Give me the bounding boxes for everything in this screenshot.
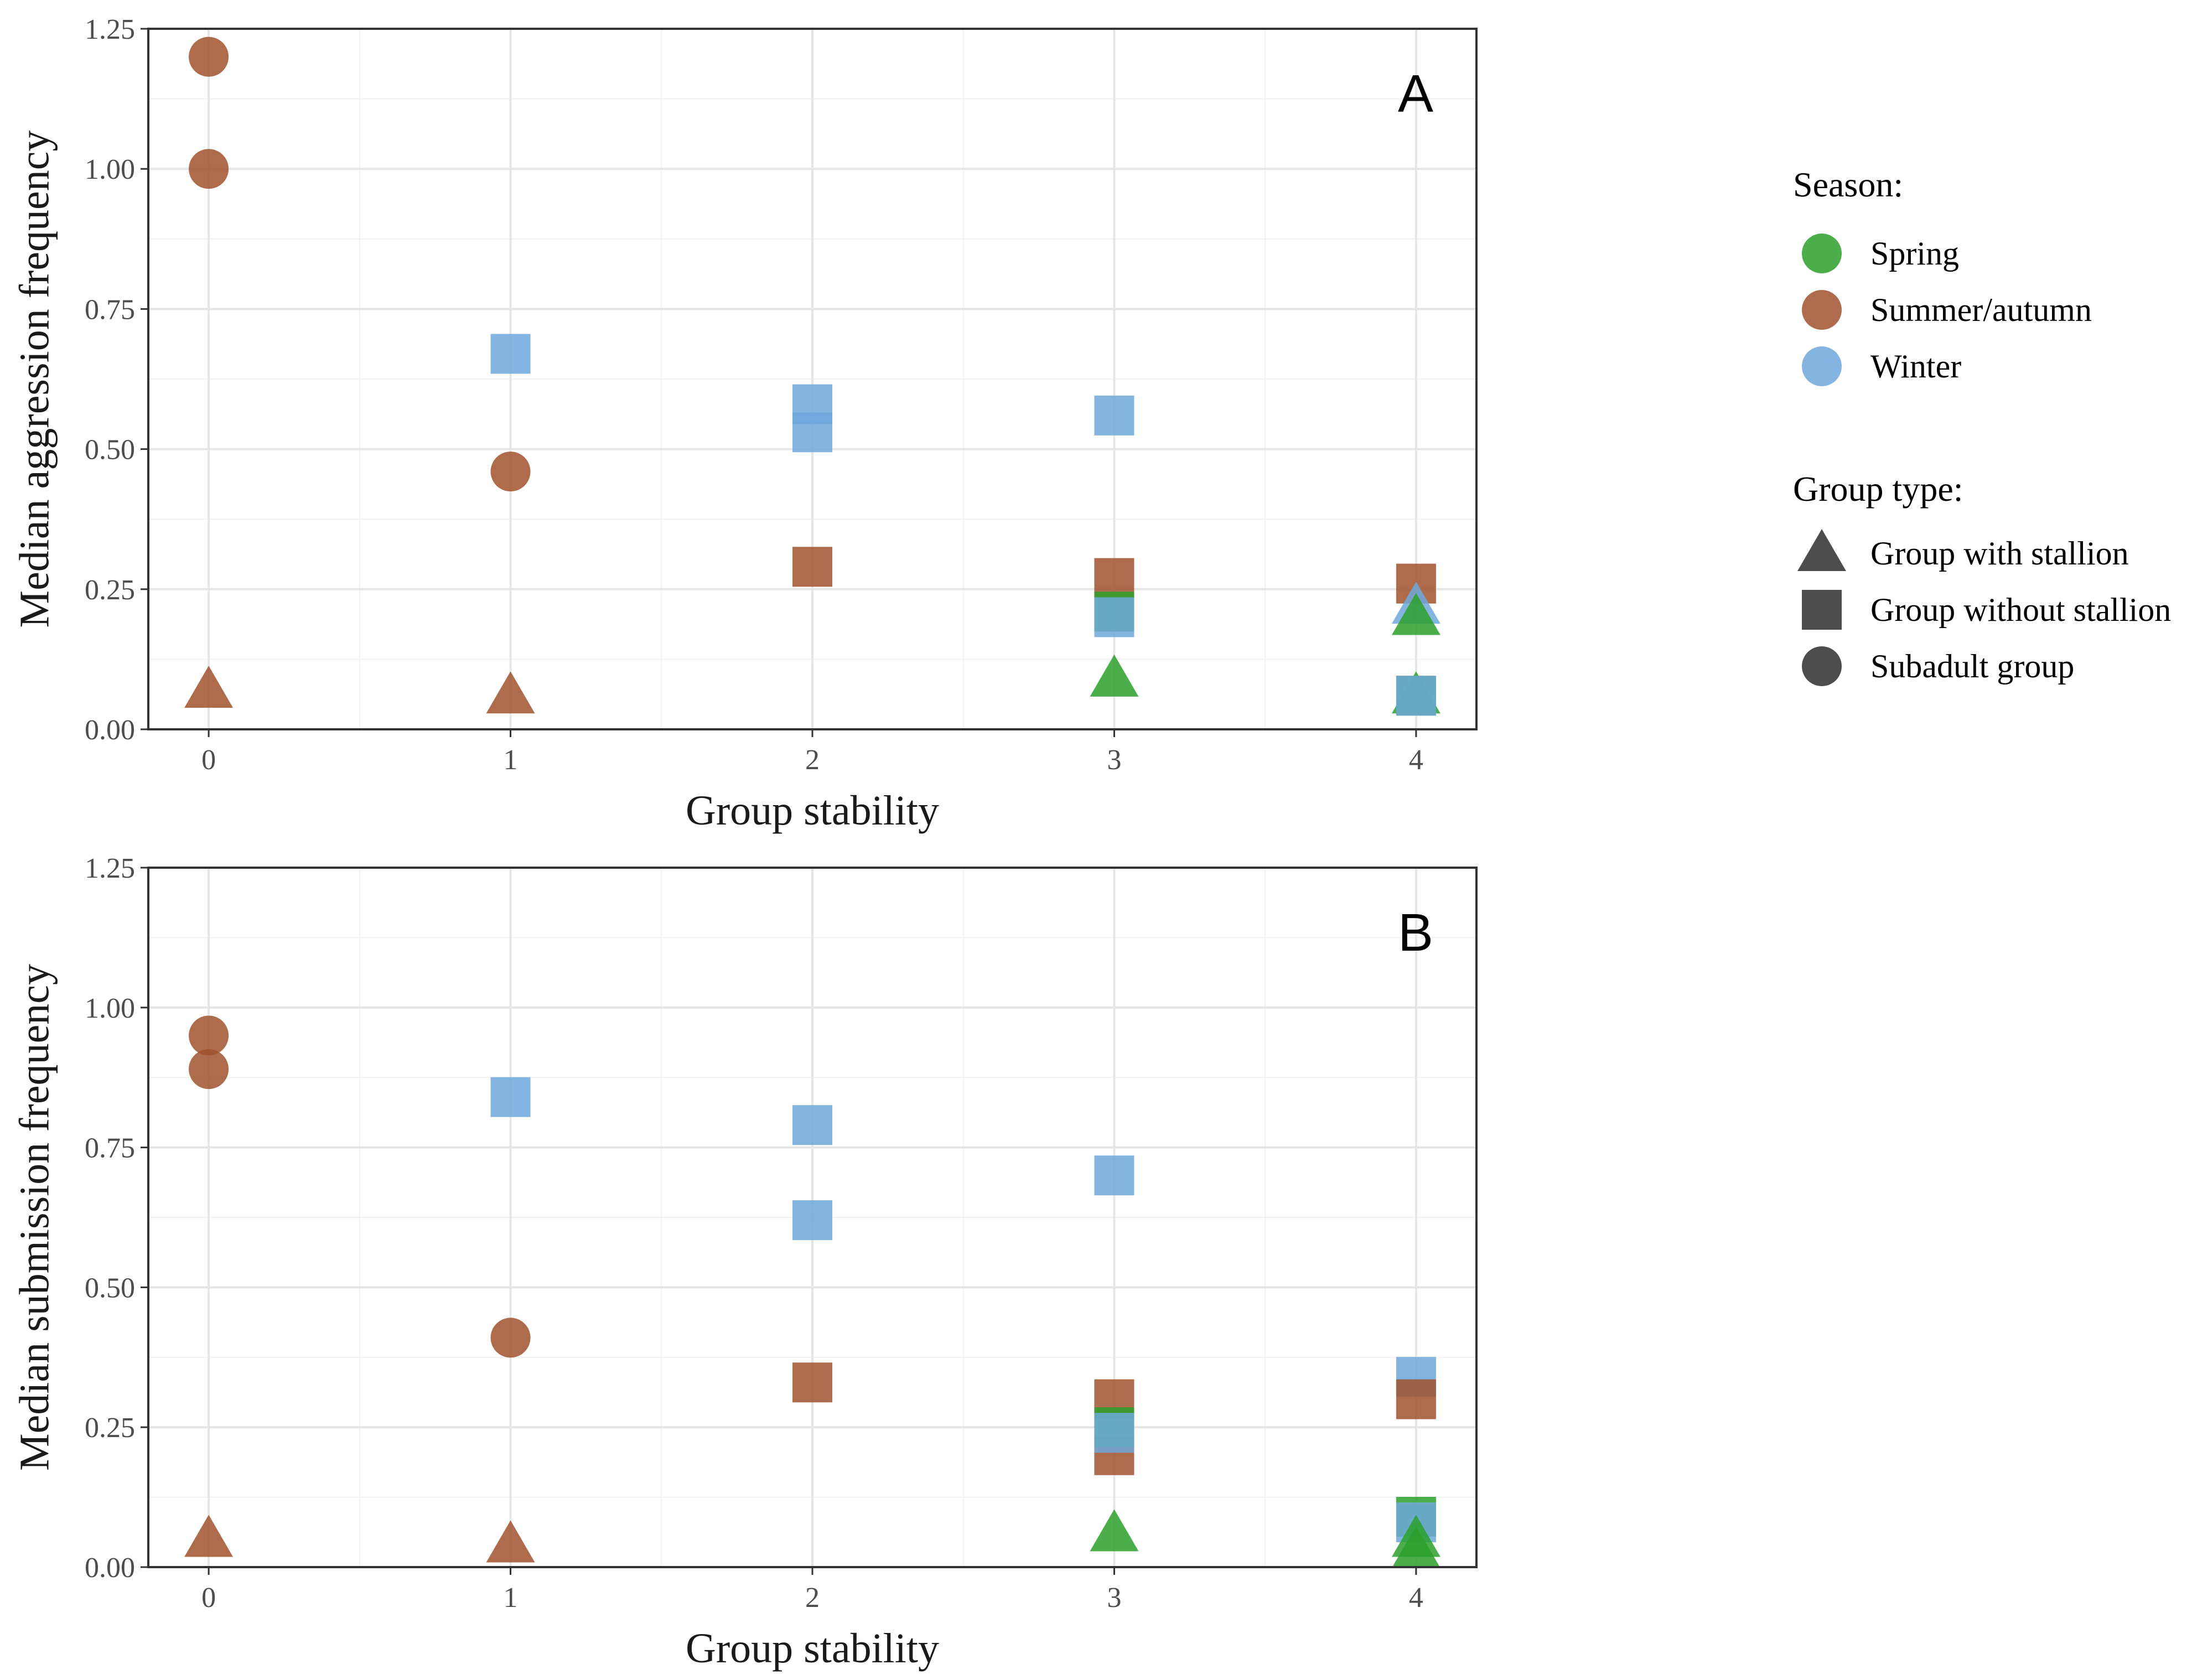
data-point-spring-triangle (1090, 1509, 1139, 1552)
data-point-summer-autumn-circle (490, 1318, 531, 1358)
season-key-spring-circle (1802, 234, 1842, 273)
y-tick-label: 1.00 (85, 993, 135, 1024)
data-point-summer-autumn-square (1094, 558, 1134, 598)
group-type-legend-item-group-with-stallion: Group with stallion (1797, 529, 2129, 572)
data-point-summer-autumn-triangle (184, 666, 234, 708)
data-point-summer-autumn-square (1396, 1379, 1436, 1419)
data-point-winter-square (490, 334, 531, 374)
season-key-summer-autumn-circle (1802, 290, 1842, 330)
x-tick-label: 3 (1107, 744, 1121, 776)
y-axis-title: Median submission frequency (11, 964, 58, 1471)
panel-border (147, 867, 1478, 1568)
group-type-legend-label: Group without stallion (1870, 592, 2171, 628)
panel-tag: A (1398, 64, 1433, 123)
x-tick-label: 2 (805, 744, 820, 776)
data-point-winter-square (1396, 676, 1436, 716)
data-points (184, 37, 1440, 716)
data-point-summer-autumn-circle (189, 1015, 229, 1056)
x-axis-title: Group stability (686, 787, 939, 834)
group-key-square-icon (1802, 590, 1842, 630)
data-point-summer-autumn-triangle (184, 1515, 234, 1557)
data-point-summer-autumn-triangle (486, 671, 535, 714)
y-tick-label: 1.00 (85, 154, 135, 185)
y-tick-label: 0.75 (85, 1133, 135, 1164)
legend: Season: Spring Summer/autumn Winter Group … (1793, 165, 2171, 686)
y-tick-label: 0.00 (85, 1552, 135, 1584)
data-point-summer-autumn-circle (490, 452, 531, 492)
data-point-summer-autumn-circle (189, 37, 229, 77)
x-tick-label: 2 (805, 1582, 820, 1614)
panel-tag: B (1398, 903, 1433, 962)
data-point-winter-square (1094, 597, 1134, 637)
group-type-legend-label: Group with stallion (1870, 535, 2129, 572)
season-legend-label: Spring (1870, 235, 1959, 272)
data-point-summer-autumn-square (792, 547, 832, 587)
y-tick-label: 0.25 (85, 574, 135, 606)
x-tick-label: 4 (1409, 744, 1423, 776)
group-type-legend-label: Subadult group (1870, 648, 2074, 685)
season-legend-item-spring: Spring (1802, 234, 1959, 273)
panels: 0 1 2 3 4 0.00 0.25 0.50 0.75 1.00 1.25 A Group stab… (11, 14, 1478, 1672)
y-tick-label: 1.25 (85, 14, 135, 45)
y-tick-label: 0.50 (85, 1272, 135, 1304)
data-point-winter-square (792, 1200, 832, 1241)
data-point-winter-square (792, 1105, 832, 1145)
x-tick-label: 0 (201, 744, 216, 776)
data-point-winter-square (792, 412, 832, 453)
data-point-winter-square (490, 1077, 531, 1117)
x-axis-title: Group stability (686, 1625, 939, 1672)
panel-b: 0 1 2 3 4 0.00 0.25 0.50 0.75 1.00 1.25 B Group stab… (11, 853, 1478, 1672)
y-tick-label: 1.25 (85, 853, 135, 884)
data-point-summer-autumn-circle (189, 149, 229, 189)
group-type-legend-item-subadult-group: Subadult group (1802, 646, 2074, 686)
panel-border (147, 28, 1478, 730)
x-tick-label: 4 (1409, 1582, 1423, 1614)
season-legend-label: Summer/autumn (1870, 292, 2092, 328)
group-type-legend-keys: Group with stallion Group without stallio… (1797, 529, 2171, 686)
data-point-summer-autumn-square (792, 1362, 832, 1403)
season-key-winter-circle (1802, 346, 1842, 386)
data-point-spring-triangle (1090, 654, 1139, 697)
data-point-winter-square (1094, 1155, 1134, 1196)
x-tick-label: 0 (201, 1582, 216, 1614)
group-key-triangle-icon (1797, 529, 1846, 571)
x-tick-label: 3 (1107, 1582, 1121, 1614)
x-tick-label: 1 (504, 744, 518, 776)
x-tick-label: 1 (504, 1582, 518, 1614)
season-legend-item-winter: Winter (1802, 346, 1961, 386)
group-type-legend-title: Group type: (1793, 469, 1963, 509)
data-point-summer-autumn-triangle (486, 1520, 535, 1563)
group-type-legend-item-group-without-stallion: Group without stallion (1802, 590, 2171, 630)
season-legend-item-summer-autumn: Summer/autumn (1802, 290, 2092, 330)
data-points (184, 1015, 1440, 1568)
data-point-spring-triangle (1391, 1526, 1440, 1568)
data-point-summer-autumn-circle (189, 1049, 229, 1090)
data-point-winter-square (1094, 1413, 1134, 1453)
data-point-spring-triangle (1391, 593, 1440, 635)
data-point-winter-square (1094, 395, 1134, 435)
y-axis-title: Median aggression frequency (11, 130, 58, 628)
season-legend-label: Winter (1870, 348, 1961, 385)
y-tick-label: 0.50 (85, 434, 135, 466)
y-tick-label: 0.25 (85, 1412, 135, 1444)
season-legend-title: Season: (1793, 165, 1903, 204)
season-legend-keys: Spring Summer/autumn Winter (1802, 234, 2092, 386)
group-key-circle-icon (1802, 646, 1842, 686)
y-tick-label: 0.75 (85, 294, 135, 325)
panel-a: 0 1 2 3 4 0.00 0.25 0.50 0.75 1.00 1.25 A Group stab… (11, 14, 1478, 834)
y-tick-label: 0.00 (85, 714, 135, 746)
